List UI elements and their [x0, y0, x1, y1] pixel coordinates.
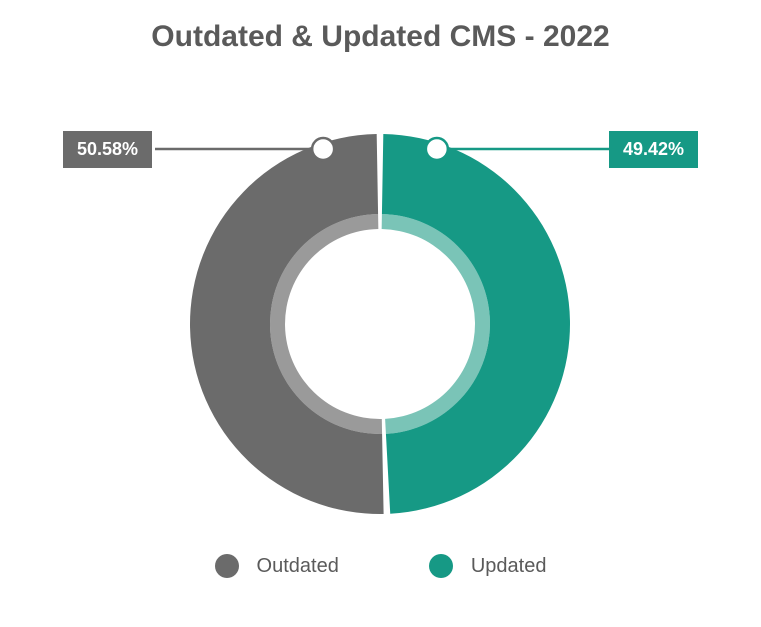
legend-label-outdated: Outdated [257, 555, 339, 578]
chart-title: Outdated & Updated CMS - 2022 [0, 0, 761, 64]
label-outdated: 50.58% [63, 131, 152, 168]
legend-dot-outdated [215, 554, 239, 578]
legend-item-outdated: Outdated [215, 554, 339, 578]
legend: Outdated Updated [0, 544, 761, 578]
chart-container: 50.58% 49.42% [0, 64, 761, 544]
legend-dot-updated [429, 554, 453, 578]
label-updated: 49.42% [609, 131, 698, 168]
legend-label-updated: Updated [471, 555, 547, 578]
legend-item-updated: Updated [429, 554, 547, 578]
